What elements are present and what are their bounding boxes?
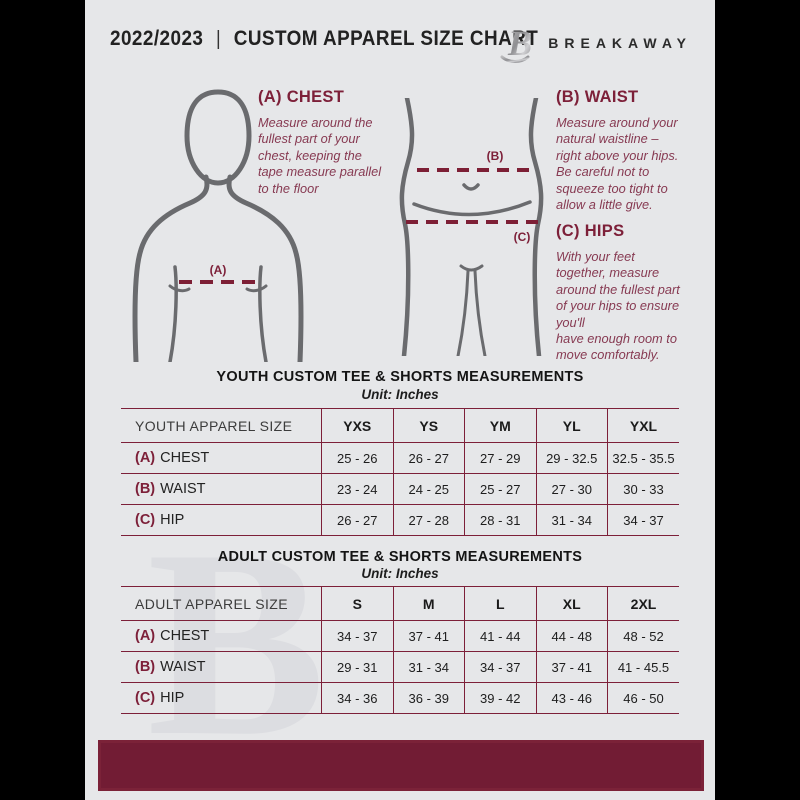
adult-waist-row: (B) WAIST 29 - 31 31 - 34 34 - 37 37 - 41… xyxy=(121,651,679,683)
title-divider: | xyxy=(216,28,222,50)
adult-col-2xl: 2XL xyxy=(607,586,679,621)
chest-diagram: (A) xyxy=(132,89,304,362)
adult-chest-row: (A) CHEST 34 - 37 37 - 41 41 - 44 44 - 48… xyxy=(121,620,679,652)
row-label: (B) WAIST xyxy=(121,651,322,683)
adult-col-s: S xyxy=(321,586,393,621)
table-cell: 34 - 36 xyxy=(321,682,393,714)
youth-hip-row: (C) HIP 26 - 27 27 - 28 28 - 31 31 - 34 3… xyxy=(121,504,679,536)
youth-header-row: YOUTH APPAREL SIZE YXS YS YM YL YXL xyxy=(121,408,679,443)
table-cell: 31 - 34 xyxy=(535,504,608,536)
waist-hips-diagram: (B) (C) xyxy=(399,98,544,356)
table-cell: 44 - 48 xyxy=(535,620,608,652)
footer-bar xyxy=(98,740,704,791)
hips-instruction-text: With your feet together, measure around … xyxy=(556,249,680,363)
table-cell: 34 - 37 xyxy=(321,620,393,652)
row-prefix: (C) xyxy=(135,512,156,528)
table-cell: 29 - 32.5 xyxy=(535,442,608,474)
row-title: CHEST xyxy=(160,450,210,466)
table-cell: 25 - 26 xyxy=(321,442,393,474)
size-chart-page: B 2022/2023 | CUSTOM APPAREL SIZE CHART xyxy=(85,0,715,800)
table-cell: 34 - 37 xyxy=(607,504,679,536)
hips-instruction-title: (C) HIPS xyxy=(556,222,625,240)
row-label: (A) CHEST xyxy=(121,442,322,474)
waist-line-label: (B) xyxy=(487,149,504,163)
youth-unit-label: Unit: Inches xyxy=(361,387,439,402)
row-label: (C) HIP xyxy=(121,504,322,536)
row-prefix: (B) xyxy=(135,481,156,497)
table-cell: 29 - 31 xyxy=(321,651,393,683)
youth-col-yxl: YXL xyxy=(607,408,679,443)
youth-chest-row: (A) CHEST 25 - 26 26 - 27 27 - 29 29 - 32… xyxy=(121,442,679,474)
table-cell: 27 - 28 xyxy=(392,504,465,536)
table-cell: 27 - 30 xyxy=(535,473,608,505)
youth-size-table: YOUTH APPAREL SIZE YXS YS YM YL YXL (A) C… xyxy=(121,408,679,536)
page-title: 2022/2023 | CUSTOM APPAREL SIZE CHART xyxy=(110,27,538,51)
table-cell: 46 - 50 xyxy=(607,682,679,714)
row-label: (C) HIP xyxy=(121,682,322,714)
row-prefix: (A) xyxy=(135,628,156,644)
adult-size-column-header: ADULT APPAREL SIZE xyxy=(121,586,322,621)
youth-col-ym: YM xyxy=(464,408,536,443)
youth-col-yl: YL xyxy=(535,408,608,443)
table-cell: 23 - 24 xyxy=(321,473,393,505)
adult-header-row: ADULT APPAREL SIZE S M L XL 2XL xyxy=(121,586,679,621)
table-cell: 34 - 37 xyxy=(464,651,536,683)
table-cell: 37 - 41 xyxy=(392,620,465,652)
breakaway-logo-icon: B xyxy=(500,23,532,63)
table-cell: 32.5 - 35.5 xyxy=(607,442,679,474)
table-cell: 41 - 44 xyxy=(464,620,536,652)
brand-name: BREAKAWAY xyxy=(548,35,692,51)
table-cell: 25 - 27 xyxy=(464,473,536,505)
table-cell: 48 - 52 xyxy=(607,620,679,652)
row-label: (B) WAIST xyxy=(121,473,322,505)
row-prefix: (B) xyxy=(135,659,156,675)
page-header: 2022/2023 | CUSTOM APPAREL SIZE CHART B xyxy=(85,0,715,80)
adult-col-xl: XL xyxy=(535,586,608,621)
table-cell: 31 - 34 xyxy=(392,651,465,683)
youth-section-title: YOUTH CUSTOM TEE & SHORTS MEASUREMENTS xyxy=(216,369,584,385)
youth-col-ys: YS xyxy=(392,408,465,443)
hips-instruction: (C) HIPS With your feet together, measur… xyxy=(556,222,715,364)
chest-instruction-title: (A) CHEST xyxy=(258,88,345,106)
youth-size-column-header: YOUTH APPAREL SIZE xyxy=(121,408,322,443)
youth-col-yxs: YXS xyxy=(321,408,393,443)
row-title: HIP xyxy=(160,512,185,528)
row-title: HIP xyxy=(160,690,185,706)
waist-instruction: (B) WAIST Measure around your natural wa… xyxy=(556,88,714,213)
row-title: WAIST xyxy=(160,659,206,675)
table-cell: 26 - 27 xyxy=(392,442,465,474)
table-cell: 36 - 39 xyxy=(392,682,465,714)
table-cell: 39 - 42 xyxy=(464,682,536,714)
brand-lockup: B BREAKAWAY xyxy=(500,22,692,64)
table-cell: 37 - 41 xyxy=(535,651,608,683)
waist-instruction-title: (B) WAIST xyxy=(556,88,639,106)
adult-col-l: L xyxy=(464,586,536,621)
row-title: WAIST xyxy=(160,481,206,497)
table-cell: 41 - 45.5 xyxy=(607,651,679,683)
hips-line-label: (C) xyxy=(514,230,531,244)
table-cell: 30 - 33 xyxy=(607,473,679,505)
table-cell: 27 - 29 xyxy=(464,442,536,474)
table-cell: 28 - 31 xyxy=(464,504,536,536)
youth-waist-row: (B) WAIST 23 - 24 24 - 25 25 - 27 27 - 30… xyxy=(121,473,679,505)
adult-section-title: ADULT CUSTOM TEE & SHORTS MEASUREMENTS xyxy=(217,549,583,565)
table-cell: 24 - 25 xyxy=(392,473,465,505)
table-cell: 43 - 46 xyxy=(535,682,608,714)
title-year: 2022/2023 xyxy=(110,27,204,50)
table-cell: 26 - 27 xyxy=(321,504,393,536)
adult-col-m: M xyxy=(392,586,465,621)
chest-instruction: (A) CHEST Measure around the fullest par… xyxy=(258,88,433,197)
row-prefix: (C) xyxy=(135,690,156,706)
chest-line-label: (A) xyxy=(210,263,227,277)
adult-hip-row: (C) HIP 34 - 36 36 - 39 39 - 42 43 - 46 4… xyxy=(121,682,679,714)
waist-instruction-text: Measure around your natural waistline – … xyxy=(556,115,679,212)
title-text: CUSTOM APPAREL SIZE CHART xyxy=(233,27,539,50)
chest-instruction-text: Measure around the fullest part of your … xyxy=(258,115,382,196)
adult-size-table: ADULT APPAREL SIZE S M L XL 2XL (A) CHEST… xyxy=(121,586,679,714)
adult-unit-label: Unit: Inches xyxy=(361,566,439,581)
row-label: (A) CHEST xyxy=(121,620,322,652)
row-prefix: (A) xyxy=(135,450,156,466)
row-title: CHEST xyxy=(160,628,210,644)
